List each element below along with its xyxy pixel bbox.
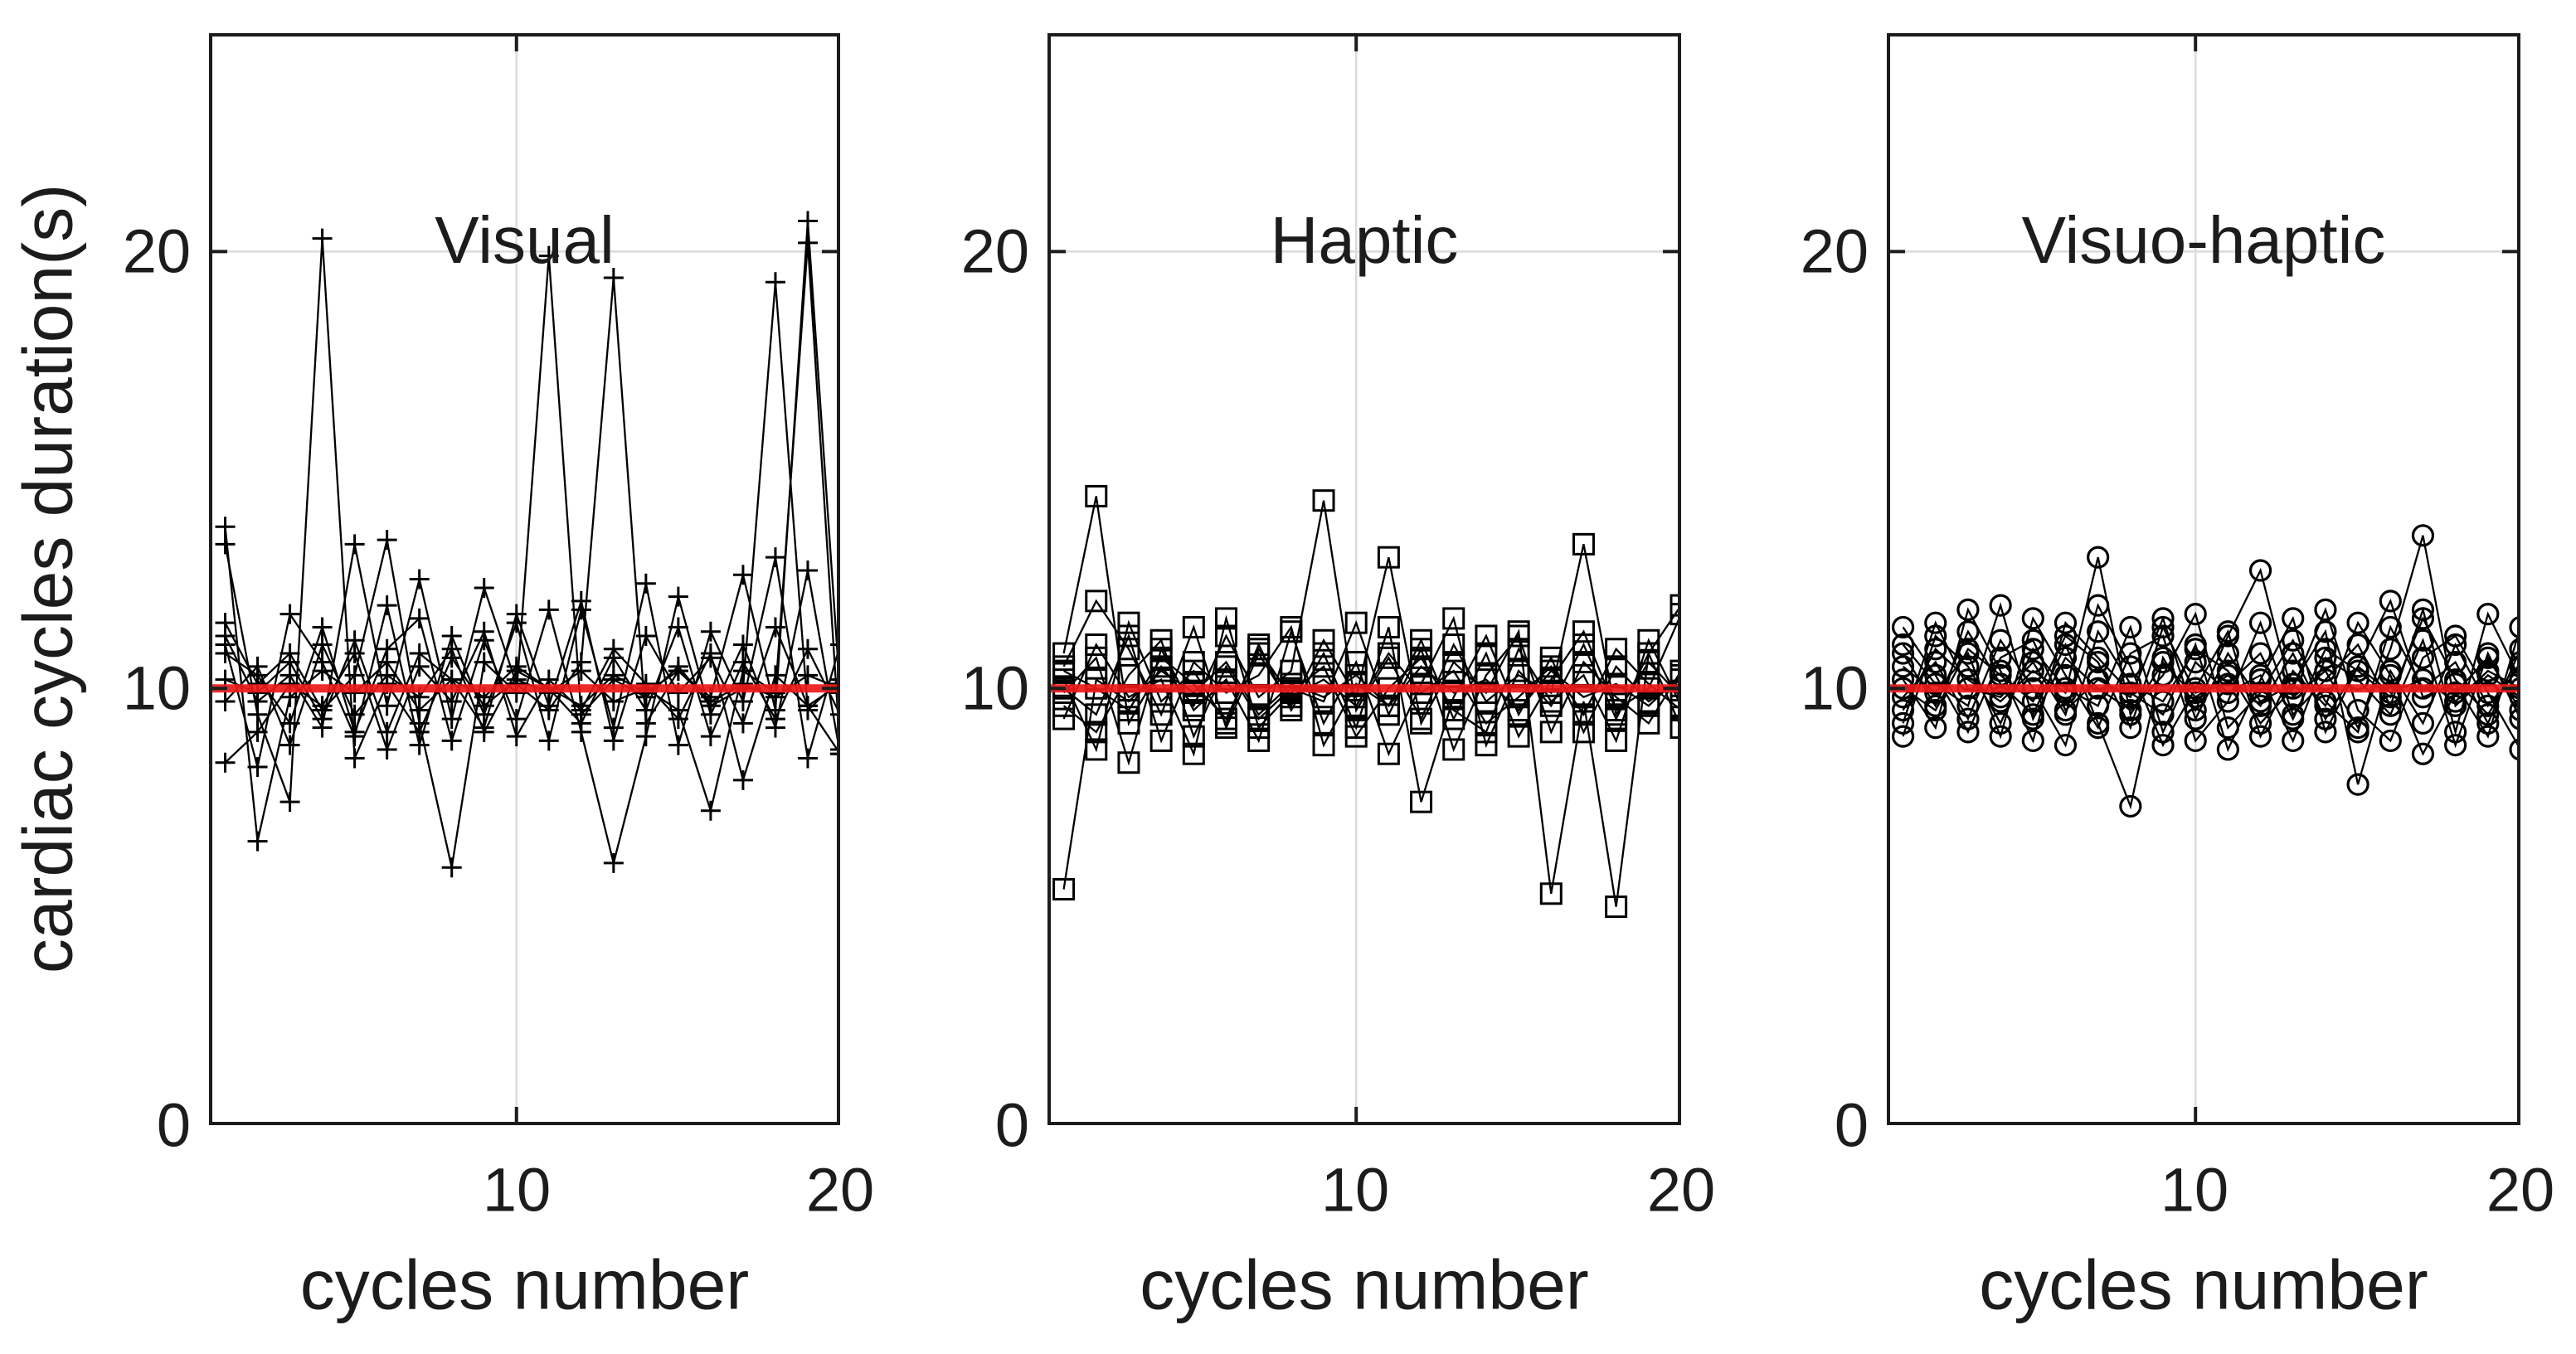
y-tick-label-10: 10 (1800, 653, 1869, 723)
y-tick-label-20: 20 (960, 216, 1029, 286)
y-tick-label-20: 20 (122, 216, 191, 286)
y-tick-label-10: 10 (122, 653, 191, 723)
y-tick-label-0: 0 (1834, 1090, 1869, 1160)
panel-haptic: Haptic 0 10 20 10 20 cycles number (961, 33, 1715, 1324)
plot-area-haptic (1047, 33, 1681, 1125)
x-tick-label-10: 10 (482, 1155, 552, 1225)
plot-area-visual (209, 33, 840, 1125)
panel-visual: Visual 0 10 20 10 20 cycles number (123, 33, 874, 1324)
y-tick-label-20: 20 (1800, 216, 1869, 286)
y-tick-label-10: 10 (960, 653, 1029, 723)
x-tick-label-20: 20 (805, 1155, 875, 1225)
x-tick-label-20: 20 (1646, 1155, 1716, 1225)
x-axis-label: cycles number (299, 1245, 750, 1324)
panel-title-visual: Visual (435, 203, 615, 277)
x-tick-label-20: 20 (2486, 1155, 2555, 1225)
x-axis-label: cycles number (1140, 1245, 1589, 1324)
plot-area-visuo-haptic (1887, 33, 2520, 1125)
y-tick-label-0: 0 (994, 1090, 1029, 1160)
panel-visuo-haptic: Visuo-haptic 0 10 20 10 20 cycles number (1801, 33, 2554, 1324)
y-axis-label: cardiac cycles duration(s) (8, 183, 87, 974)
panel-title-visuo-haptic: Visuo-haptic (2021, 203, 2386, 277)
x-tick-label-10: 10 (2160, 1155, 2229, 1225)
y-tick-label-0: 0 (156, 1090, 191, 1160)
x-axis-label: cycles number (1979, 1245, 2428, 1324)
panel-title-haptic: Haptic (1270, 203, 1459, 277)
x-tick-label-10: 10 (1320, 1155, 1390, 1225)
